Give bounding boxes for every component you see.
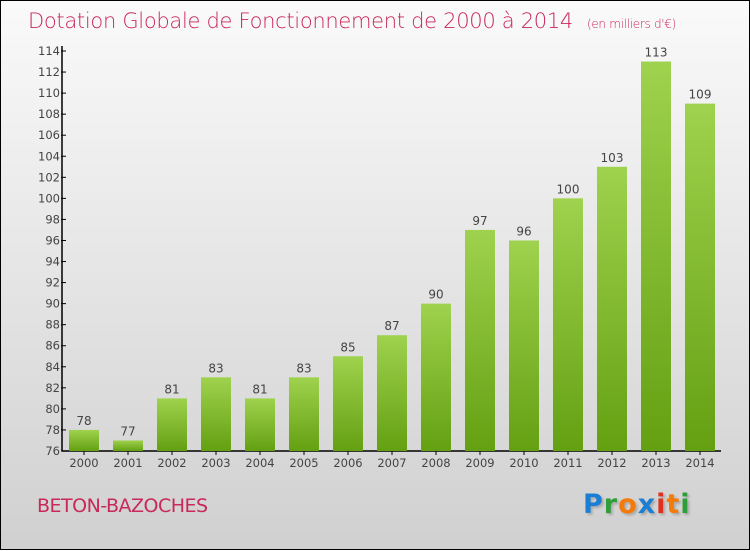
bar-2000 [69,429,99,451]
chart-title: Dotation Globale de Fonctionnement de 20… [28,9,676,33]
y-tick-label: 82 [45,381,60,395]
bar-2011 [553,198,583,451]
data-label: 109 [689,88,712,102]
x-tick-label: 2010 [509,456,538,470]
y-tick-label: 90 [45,297,60,311]
logo-letter: r [603,489,619,520]
y-tick-label: 112 [38,65,60,79]
bar-2005 [289,377,319,451]
data-label: 81 [164,382,179,396]
x-tick-label: 2008 [421,456,450,470]
x-tick-label: 2012 [597,456,626,470]
y-tick-label: 98 [45,212,60,226]
logo-letter: o [618,489,638,520]
y-tick-label: 92 [45,276,60,290]
data-label: 100 [557,182,580,196]
x-tick-label: 2009 [465,456,494,470]
logo-letter: t [666,489,681,520]
data-label: 96 [516,224,531,238]
y-tick-label: 102 [38,170,60,184]
bar-2014 [685,103,715,451]
y-tick-label: 108 [38,107,60,121]
bar-2006 [333,356,363,451]
logo-letter: i [680,489,691,520]
x-tick-label: 2006 [333,456,362,470]
data-label: 97 [472,214,487,228]
commune-name: BETON-BAZOCHES [37,495,208,517]
x-tick-label: 2013 [641,456,670,470]
bar-2012 [597,166,627,451]
chart-subtitle: (en milliers d'€) [586,17,676,31]
bar-2010 [509,240,539,451]
data-label: 85 [340,340,355,354]
data-label: 81 [252,382,267,396]
x-tick-label: 2011 [553,456,582,470]
data-label: 87 [384,319,399,333]
data-label: 103 [601,151,624,165]
proxiti-logo: Proxiti [583,489,691,520]
bar-2007 [377,335,407,451]
data-label: 83 [208,361,223,375]
y-tick-label: 88 [45,318,60,332]
bar-2002 [157,398,187,451]
x-tick-label: 2014 [685,456,714,470]
data-label: 90 [428,288,443,302]
y-tick-label: 84 [45,360,60,374]
bar-2001 [113,440,143,451]
title-text: Dotation Globale de Fonctionnement de 20… [28,9,573,33]
y-tick-label: 94 [45,255,60,269]
bar-2008 [421,303,451,451]
data-label: 77 [120,424,135,438]
data-label: 78 [76,414,91,428]
y-tick-label: 78 [45,423,60,437]
bar-2004 [245,398,275,451]
y-tick-label: 80 [45,402,60,416]
y-tick-label: 100 [38,191,60,205]
y-tick-label: 106 [38,128,60,142]
logo-letter: i [656,489,667,520]
y-tick-label: 76 [45,444,60,458]
bar-2009 [465,229,495,451]
x-tick-label: 2000 [69,456,98,470]
y-tick-label: 86 [45,339,60,353]
data-label: 113 [645,46,668,60]
y-tick-label: 114 [38,44,60,58]
data-label: 83 [296,361,311,375]
logo-letter: x [637,489,657,520]
x-tick-label: 2001 [113,456,142,470]
bar-2013 [641,61,671,452]
y-tick-label: 104 [38,149,60,163]
logo-letter: P [583,489,604,520]
x-tick-label: 2003 [201,456,230,470]
bar-2003 [201,377,231,451]
x-tick-label: 2007 [377,456,406,470]
y-tick-label: 96 [45,233,60,247]
y-tick-label: 110 [38,86,60,100]
x-tick-label: 2005 [289,456,318,470]
x-tick-label: 2002 [157,456,186,470]
x-tick-label: 2004 [245,456,274,470]
